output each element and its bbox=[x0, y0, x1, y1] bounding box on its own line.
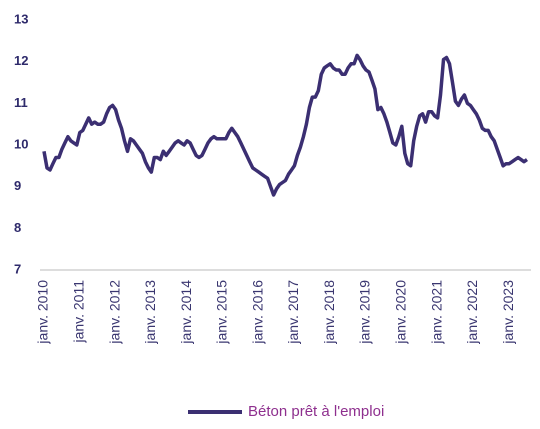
x-tick-label: janv. 2010 bbox=[35, 280, 51, 345]
x-tick-label: janv. 2012 bbox=[106, 280, 122, 345]
x-tick-label: janv. 2014 bbox=[178, 280, 194, 345]
x-tick-label: janv. 2015 bbox=[214, 280, 230, 345]
x-tick-label: janv. 2016 bbox=[249, 280, 265, 345]
y-tick-label: 13 bbox=[14, 11, 28, 26]
y-tick-label: 12 bbox=[14, 53, 28, 68]
y-tick-label: 10 bbox=[14, 136, 28, 151]
x-tick-label: janv. 2013 bbox=[142, 280, 158, 345]
series-line bbox=[42, 53, 529, 197]
y-tick-label: 7 bbox=[14, 261, 21, 276]
x-tick-label: janv. 2017 bbox=[285, 280, 301, 345]
x-tick-label: janv. 2021 bbox=[428, 280, 444, 345]
x-tick-label: janv. 2011 bbox=[70, 280, 86, 344]
x-tick-label: janv. 2022 bbox=[464, 280, 480, 345]
y-tick-label: 11 bbox=[14, 95, 28, 110]
y-tick-label: 9 bbox=[14, 178, 21, 193]
x-tick-label: janv. 2020 bbox=[392, 280, 408, 345]
x-tick-label: janv. 2019 bbox=[357, 280, 373, 345]
x-tick-label: janv. 2023 bbox=[500, 280, 516, 345]
y-tick-label: 8 bbox=[14, 220, 21, 235]
legend-label: Béton prêt à l'emploi bbox=[248, 403, 384, 420]
x-tick-label: janv. 2018 bbox=[321, 280, 337, 345]
